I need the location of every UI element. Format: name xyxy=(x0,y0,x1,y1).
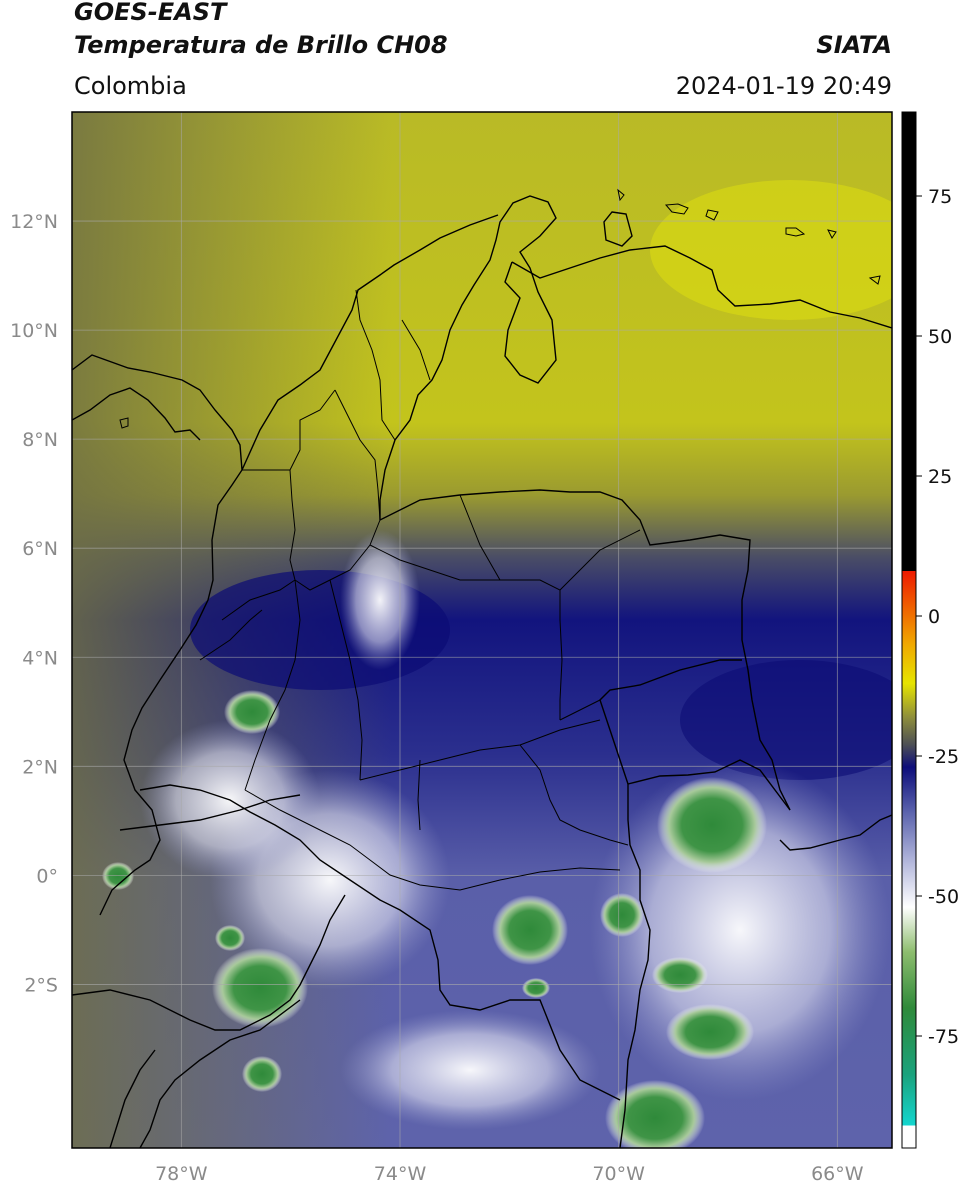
department-borders xyxy=(199,289,641,891)
lat-tick-label: 2°N xyxy=(22,756,58,778)
gridlines xyxy=(72,112,892,1148)
lat-tick-label: 12°N xyxy=(10,211,58,233)
colorbar-tick-label: -50 xyxy=(928,886,959,908)
colorbar xyxy=(902,112,916,1148)
lat-tick-label: 4°N xyxy=(22,647,58,669)
map-title: GOES-EAST xyxy=(74,0,227,26)
region-label: Colombia xyxy=(74,72,187,100)
colorbar-tick-label: -25 xyxy=(928,746,959,768)
lat-tick-label: 10°N xyxy=(10,320,58,342)
colorbar-tick-label: -75 xyxy=(928,1026,959,1048)
colorbar-tick-label: 75 xyxy=(928,186,952,208)
lon-tick-label: 74°W xyxy=(374,1163,427,1185)
lon-tick-label: 66°W xyxy=(811,1163,864,1185)
satellite-image xyxy=(72,112,892,1148)
borders xyxy=(72,195,892,1148)
latitude-labels: 12°N 10°N 8°N 6°N 4°N 2°N 0° 2°S xyxy=(10,211,58,996)
timestamp: 2024-01-19 20:49 xyxy=(675,72,892,100)
lat-tick-label: 2°S xyxy=(24,974,58,996)
lon-tick-label: 70°W xyxy=(592,1163,645,1185)
brand-label: SIATA xyxy=(816,31,892,59)
islands xyxy=(119,188,881,429)
longitude-labels: 78°W 74°W 70°W 66°W xyxy=(155,1163,864,1185)
lat-tick-label: 0° xyxy=(36,865,58,887)
colorbar-frame xyxy=(901,111,917,1149)
colorbar-tick-label: 50 xyxy=(928,326,952,348)
colorbar-ticks: 75 50 25 0 -25 -50 -75 xyxy=(916,186,959,1048)
lon-tick-label: 78°W xyxy=(155,1163,208,1185)
lat-tick-label: 6°N xyxy=(22,538,58,560)
lat-tick-label: 8°N xyxy=(22,429,58,451)
map-subtitle: Temperatura de Brillo CH08 xyxy=(74,31,448,59)
colorbar-tick-label: 25 xyxy=(928,466,952,488)
colorbar-tick-label: 0 xyxy=(928,606,940,628)
map-frame xyxy=(71,111,893,1149)
